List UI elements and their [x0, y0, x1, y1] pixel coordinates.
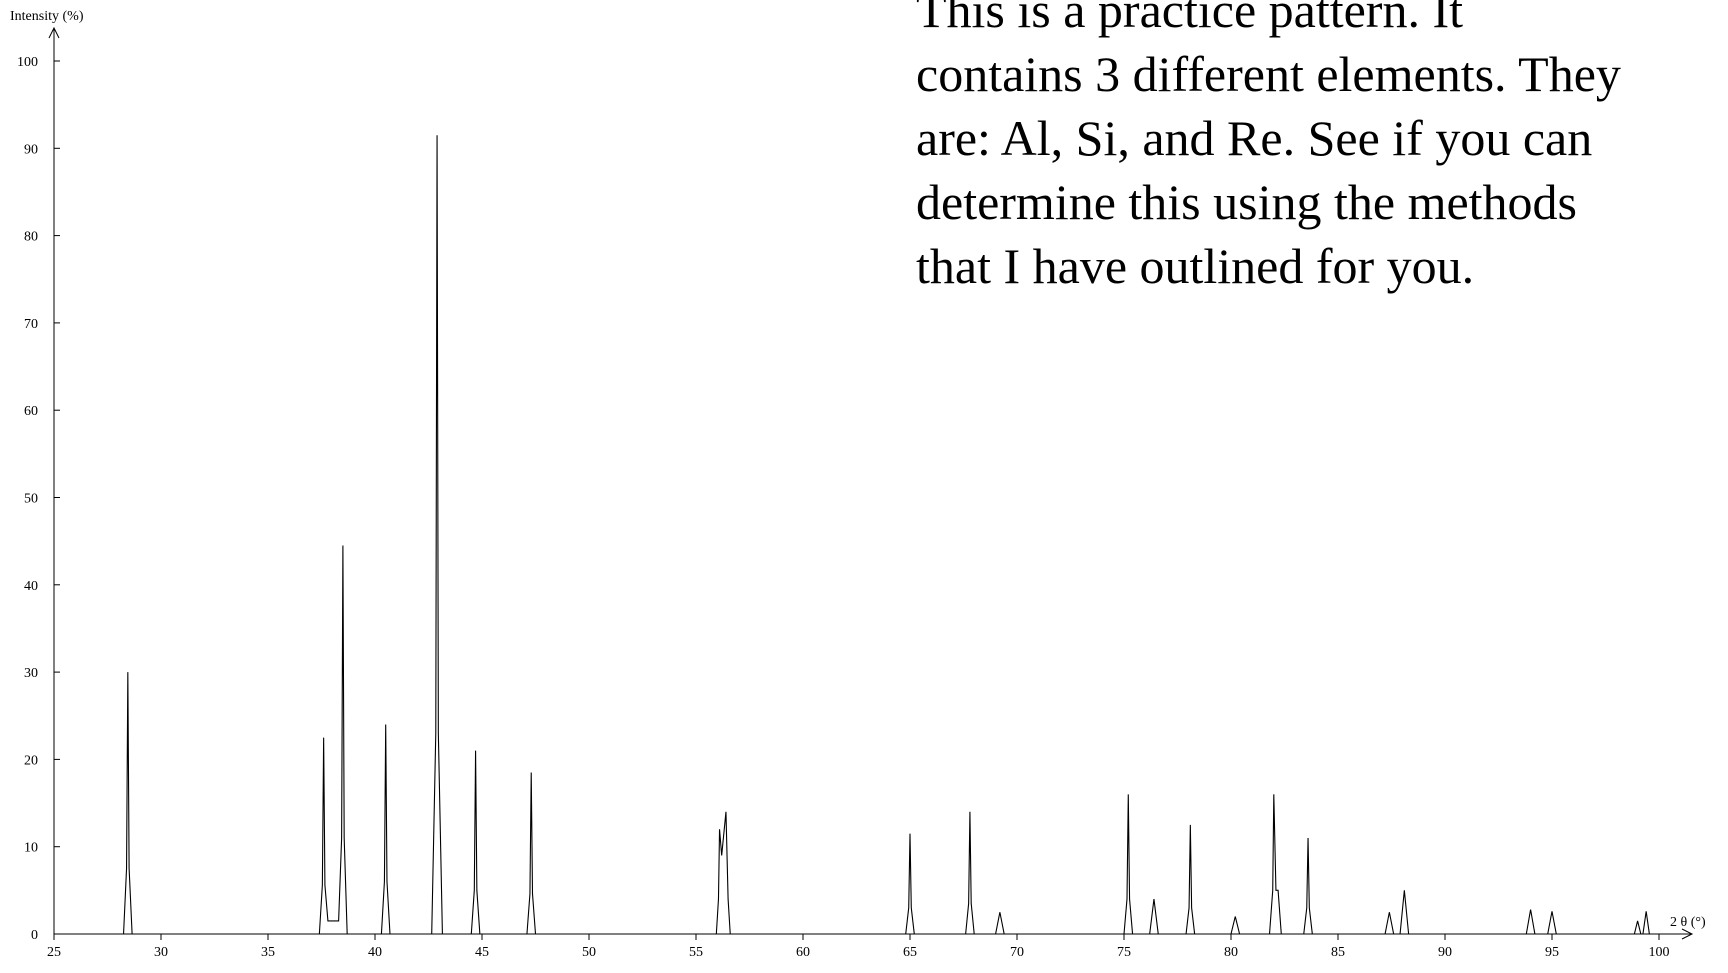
y-tick-label: 10 — [24, 841, 38, 856]
y-tick-label: 20 — [24, 753, 38, 768]
pattern-line — [54, 135, 1659, 935]
x-tick-label: 85 — [1331, 945, 1345, 960]
y-tick-label: 80 — [24, 230, 38, 245]
annotation-line: contains 3 different elements. They — [916, 46, 1621, 102]
y-tick-label: 70 — [24, 317, 38, 332]
annotation-line: that I have outlined for you. — [916, 238, 1475, 294]
y-axis-label: Intensity (%) — [10, 9, 84, 24]
annotation: This is a practice pattern. It contains 3… — [916, 0, 1716, 298]
x-tick-label: 100 — [1649, 945, 1670, 960]
x-tick-label: 50 — [582, 945, 596, 960]
y-tick-label: 100 — [17, 55, 38, 70]
x-tick-label: 80 — [1224, 945, 1238, 960]
y-tick-label: 50 — [24, 492, 38, 507]
x-axis-arrow — [1681, 928, 1694, 940]
y-tick-label: 0 — [31, 928, 38, 943]
x-tick-label: 45 — [475, 945, 489, 960]
x-tick-label: 25 — [47, 945, 61, 960]
x-tick-label: 40 — [368, 945, 382, 960]
x-tick-label: 75 — [1117, 945, 1131, 960]
y-tick-label: 90 — [24, 142, 38, 157]
x-axis-label: 2 θ (°) — [1670, 915, 1706, 930]
x-tick-label: 35 — [261, 945, 275, 960]
x-tick-label: 65 — [903, 945, 917, 960]
annotation-line: This is a practice pattern. It — [916, 0, 1463, 38]
y-axis-arrow — [48, 26, 60, 39]
x-tick-label: 70 — [1010, 945, 1024, 960]
x-tick-label: 90 — [1438, 945, 1452, 960]
x-tick-label: 30 — [154, 945, 168, 960]
annotation-line: are: Al, Si, and Re. See if you can — [916, 110, 1593, 166]
annotation-line: determine this using the methods — [916, 174, 1578, 230]
x-tick-label: 60 — [796, 945, 810, 960]
x-tick-label: 95 — [1545, 945, 1559, 960]
y-tick-label: 40 — [24, 579, 38, 594]
x-tick-label: 55 — [689, 945, 703, 960]
y-tick-label: 60 — [24, 404, 38, 419]
y-tick-label: 30 — [24, 666, 38, 681]
